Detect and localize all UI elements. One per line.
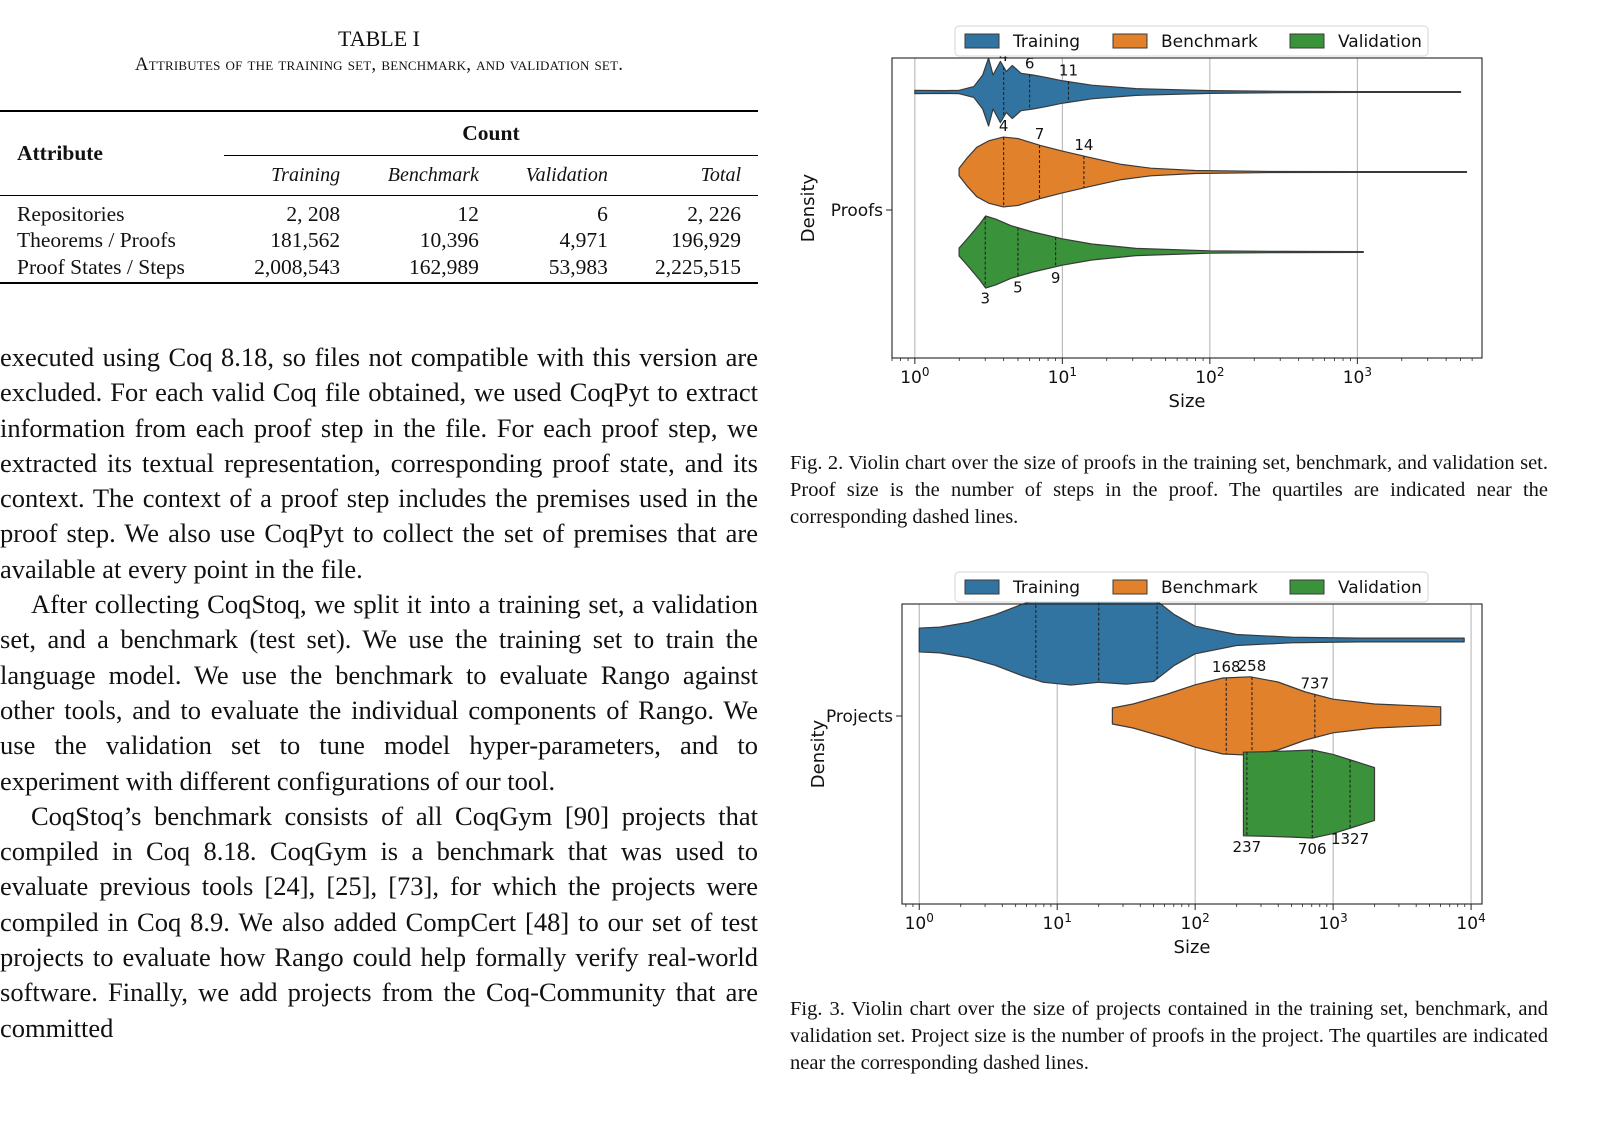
quartile-label: 3: [980, 289, 990, 307]
figure-2-caption: Fig. 2. Violin chart over the size of pr…: [790, 452, 1548, 528]
violin-training: [918, 594, 1465, 686]
quartile-label: 6: [1025, 55, 1035, 73]
cell: 2, 208: [286, 201, 341, 226]
table-row: Proof States / Steps 2,008,543 162,989 5…: [0, 253, 758, 283]
cell: 10,396: [419, 227, 479, 252]
quartile-label: 11: [1059, 62, 1078, 80]
violin-benchmark: [958, 136, 1468, 208]
x-tick-label: 100: [905, 911, 934, 934]
legend-label: Validation: [1338, 32, 1422, 52]
legend-label: Training: [1012, 32, 1080, 52]
cell: 162,989: [408, 255, 479, 279]
table-label: TABLE I: [338, 26, 420, 51]
quartile-label: 258: [1238, 657, 1267, 675]
quartile-label: 706: [1298, 840, 1327, 858]
attributes-table: Attribute Count Training Benchmark Valid…: [0, 110, 758, 284]
cell: 12: [457, 201, 479, 226]
quartile-label: 5: [1013, 278, 1023, 296]
violin-validation: [958, 215, 1364, 289]
cell: 181,562: [270, 227, 341, 252]
quartile-label: 9: [1051, 269, 1061, 287]
quartile-label: 168: [1212, 658, 1241, 676]
row-attribute: Proof States / Steps: [17, 255, 185, 279]
quartile-label: 4: [999, 117, 1009, 135]
x-axis-label: Size: [1174, 937, 1211, 958]
paragraph: After collecting CoqStoq, we split it in…: [0, 589, 758, 796]
x-axis-label: Size: [1169, 391, 1206, 412]
column-header: Training: [223, 154, 358, 195]
y-category-label: Projects: [826, 707, 893, 727]
legend-swatch: [964, 33, 1000, 49]
cell: 4,971: [559, 227, 608, 252]
body-text: executed using Coq 8.18, so files not co…: [0, 340, 758, 1046]
column-header: Total: [624, 154, 758, 195]
row-attribute: Repositories: [17, 201, 125, 226]
table-row: Theorems / Proofs 181,562 10,396 4,971 1…: [0, 227, 758, 253]
column-header: Validation: [495, 154, 625, 195]
y-category-label: Proofs: [831, 201, 883, 221]
y-axis-label: Density: [808, 719, 829, 788]
x-tick-label: 101: [1048, 365, 1077, 388]
y-axis-label: Density: [798, 173, 819, 242]
cell: 6: [597, 201, 608, 226]
x-tick-label: 103: [1343, 365, 1372, 388]
legend-swatch: [1289, 33, 1325, 49]
table-block: TABLE I Attributes of the training set, …: [0, 26, 758, 283]
legend-label: Validation: [1338, 578, 1422, 598]
figure-2-violin-chart: 46114714359100101102103ProofsSizeDensity…: [798, 25, 1483, 412]
cell: 2,008,543: [254, 255, 341, 279]
x-tick-label: 103: [1318, 911, 1347, 934]
quartile-label: 7: [1035, 125, 1045, 143]
attribute-header: Attribute: [17, 140, 103, 165]
x-tick-label: 100: [900, 365, 929, 388]
cell: 53,983: [548, 255, 608, 279]
quartile-label: 237: [1233, 838, 1262, 856]
paragraph: CoqStoq’s benchmark consists of all CoqG…: [0, 800, 758, 1043]
legend-label: Training: [1012, 578, 1080, 598]
count-header: Count: [462, 120, 520, 145]
figure-3-caption: Fig. 3. Violin chart over the size of pr…: [790, 998, 1548, 1074]
cell: 196,929: [671, 227, 741, 252]
row-attribute: Theorems / Proofs: [17, 227, 176, 252]
column-header: Benchmark: [357, 154, 496, 195]
x-tick-label: 102: [1181, 911, 1210, 934]
legend-label: Benchmark: [1161, 32, 1258, 52]
cell: 2, 226: [687, 201, 741, 226]
table-caption: Attributes of the training set, benchmar…: [134, 54, 624, 75]
quartile-label: 737: [1301, 674, 1330, 692]
cell: 2,225,515: [655, 255, 741, 279]
quartile-label: 14: [1074, 136, 1093, 154]
quartile-label: 1327: [1331, 830, 1369, 848]
legend-swatch: [1112, 579, 1148, 595]
table-row: Repositories 2, 208 12 6 2, 226: [0, 195, 758, 227]
legend-label: Benchmark: [1161, 578, 1258, 598]
legend-swatch: [964, 579, 1000, 595]
legend-swatch: [1112, 33, 1148, 49]
figure-3-violin-chart: 720531682587372377061327100101102103104P…: [808, 571, 1486, 958]
violin-training: [914, 57, 1462, 127]
plot-frame: [901, 603, 1483, 905]
legend-swatch: [1289, 579, 1325, 595]
violin-benchmark: [1111, 676, 1442, 756]
x-tick-label: 102: [1195, 365, 1224, 388]
x-tick-label: 104: [1456, 911, 1485, 934]
x-tick-label: 101: [1043, 911, 1072, 934]
paragraph: executed using Coq 8.18, so files not co…: [0, 342, 758, 584]
violin-validation: [1242, 749, 1376, 839]
